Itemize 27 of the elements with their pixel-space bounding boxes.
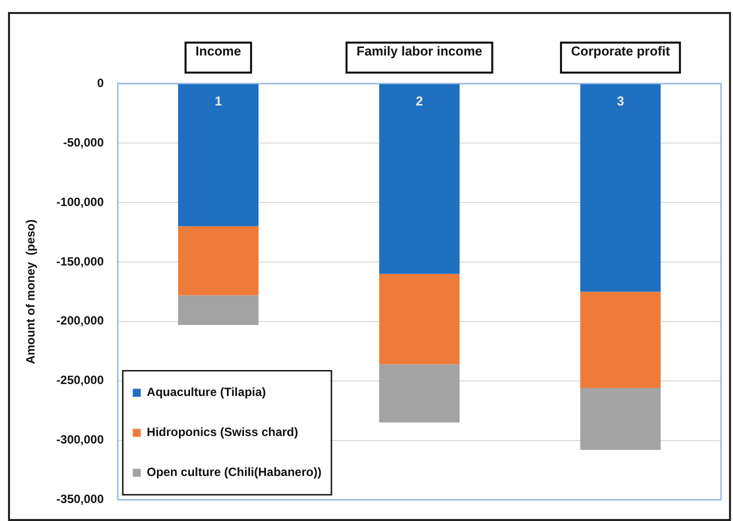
y-tick-label: -200,000 [56,314,104,328]
bar [178,84,259,226]
bar [379,274,460,364]
bar [178,295,259,325]
bar [379,84,460,274]
legend-label: Hidroponics (Swiss chard) [146,425,298,440]
y-tick-label: -50,000 [63,135,104,150]
y-tick-label: -100,000 [56,194,104,209]
y-axis-title: Amount of money (peso) [24,219,38,364]
bar [379,364,460,423]
legend-label: Open culture (Chili(Habanero)) [146,465,322,480]
y-tick-label: -300,000 [56,432,104,447]
x-tick-label: Income [196,43,242,58]
y-tick-label: -150,000 [56,254,104,268]
bar [580,84,661,292]
y-tick-label: -250,000 [56,373,104,388]
annotation: 3 [616,94,624,109]
annotation: 1 [214,94,222,109]
bar [178,226,259,296]
annotation: 2 [416,94,424,109]
y-tick-label: 0 [97,76,104,90]
legend-label: Aquaculture (Tilapia) [146,385,266,400]
bar [580,292,661,388]
bar [580,388,661,450]
x-tick-label: Corporate profit [570,43,671,58]
x-tick-label: Family labor income [356,43,482,58]
y-tick-label: -350,000 [56,492,104,506]
